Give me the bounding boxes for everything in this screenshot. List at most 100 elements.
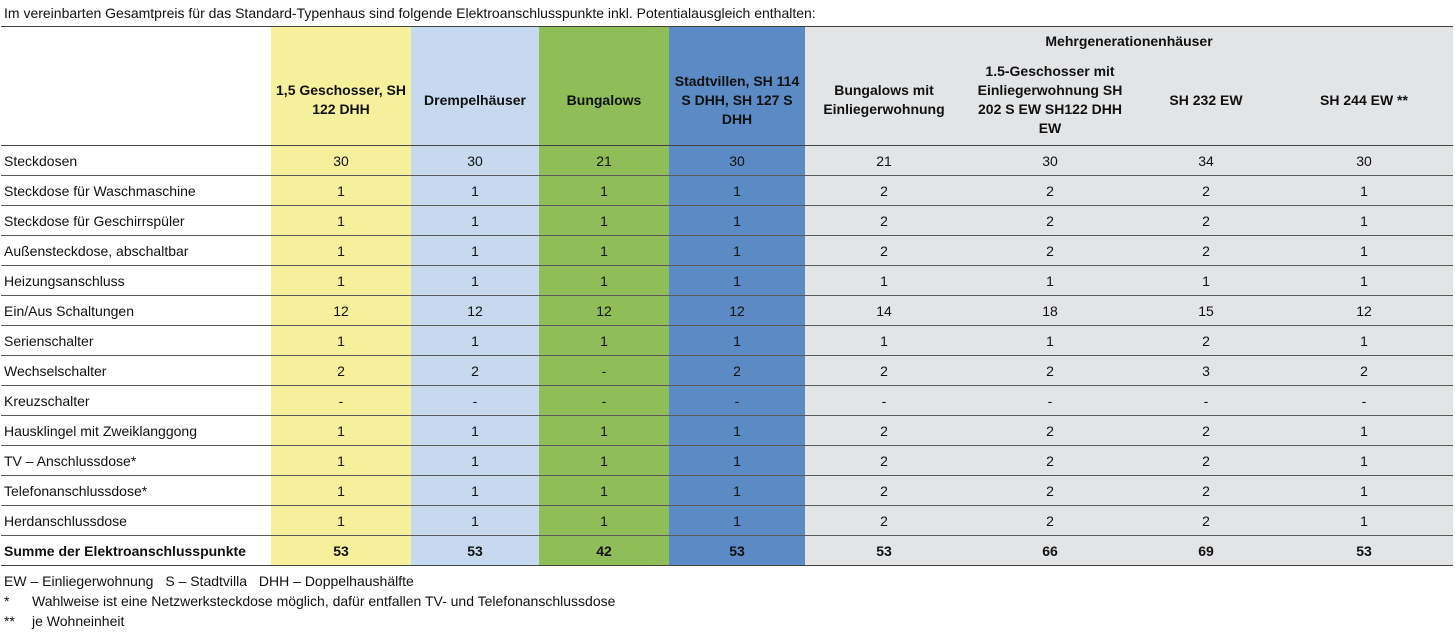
cell-value: 1 (271, 415, 411, 446)
cell-value: 1 (1275, 205, 1454, 236)
cell-value: 12 (539, 295, 669, 326)
cell-value: 1 (411, 475, 539, 506)
cell-value: 1 (963, 325, 1137, 356)
table-row: Heizungsanschluss 1 1 1 1 1 1 1 1 (1, 265, 1454, 296)
cell-value: 2 (1137, 415, 1275, 446)
cell-value: 1 (805, 265, 963, 296)
column-header: Stadtvillen, SH 114 S DHH, SH 127 S DHH (669, 55, 805, 146)
row-label: Außensteckdose, abschaltbar (1, 235, 271, 266)
cell-value: 12 (271, 295, 411, 326)
cell-value: 1 (1275, 475, 1454, 506)
table-row: TV – Anschlussdose* 1 1 1 1 2 2 2 1 (1, 445, 1454, 476)
footnote-double-text: je Wohneinheit (32, 613, 125, 629)
cell-value: - (963, 385, 1137, 416)
cell-value: 1 (539, 265, 669, 296)
row-label: Serienschalter (1, 325, 271, 356)
cell-value: - (539, 385, 669, 416)
cell-value: 1 (411, 205, 539, 236)
row-label: TV – Anschlussdose* (1, 445, 271, 476)
cell-value: 2 (271, 355, 411, 386)
cell-value: 34 (1137, 145, 1275, 176)
cell-value: 3 (1137, 355, 1275, 386)
cell-value: 1 (411, 265, 539, 296)
footnote-double-star: ** je Wohneinheit (4, 611, 615, 631)
cell-value: 1 (669, 325, 805, 356)
cell-value: 1 (669, 235, 805, 266)
footnote-star-mark: * (4, 593, 10, 609)
cell-value: 1 (411, 415, 539, 446)
cell-value: 53 (669, 535, 805, 566)
cell-value: - (1137, 385, 1275, 416)
cell-value: 2 (1137, 505, 1275, 536)
cell-value: 66 (963, 535, 1137, 566)
table-row: Kreuzschalter - - - - - - - - (1, 385, 1454, 416)
cell-value: 1 (271, 505, 411, 536)
cell-value: 2 (411, 355, 539, 386)
cell-value: 2 (963, 355, 1137, 386)
footnotes: EW – Einliegerwohnung S – Stadtvilla DHH… (4, 571, 615, 631)
cell-value: 1 (539, 475, 669, 506)
table-row: Serienschalter 1 1 1 1 1 1 2 1 (1, 325, 1454, 356)
column-header: 1,5 Geschosser, SH 122 DHH (271, 55, 411, 146)
cell-value: 1 (805, 325, 963, 356)
cell-value: 2 (963, 235, 1137, 266)
cell-value: 2 (805, 505, 963, 536)
cell-value: 30 (963, 145, 1137, 176)
cell-value: 1 (669, 475, 805, 506)
group-header-row: Mehrgenerationenhäuser (1, 26, 1454, 55)
connection-points-table: Mehrgenerationenhäuser 1,5 Geschosser, S… (1, 26, 1454, 566)
cell-value: 1 (539, 235, 669, 266)
cell-value: 53 (1275, 535, 1454, 566)
column-header: Bungalows mit Einliegerwohnung (805, 55, 963, 146)
group-header-multi-generation: Mehrgenerationenhäuser (805, 26, 1454, 55)
cell-value: 2 (805, 445, 963, 476)
cell-value: 2 (963, 505, 1137, 536)
row-label: Hausklingel mit Zweiklanggong (1, 415, 271, 446)
table-body: Steckdosen 30 30 21 30 21 30 34 30 Steckdose für … (1, 145, 1454, 566)
row-label: Herdanschlussdose (1, 505, 271, 536)
cell-value: 1 (271, 265, 411, 296)
cell-value: 21 (805, 145, 963, 176)
row-label: Wechselschalter (1, 355, 271, 386)
cell-value: 30 (411, 145, 539, 176)
footnote-double-mark: ** (4, 613, 15, 629)
cell-value: 2 (1275, 355, 1454, 386)
cell-value: 21 (539, 145, 669, 176)
cell-value: 1 (271, 475, 411, 506)
cell-value: 1 (539, 175, 669, 206)
cell-value: 1 (1275, 265, 1454, 296)
cell-value: 1 (411, 325, 539, 356)
cell-value: 2 (669, 355, 805, 386)
cell-value: 2 (805, 205, 963, 236)
table-row: Hausklingel mit Zweiklanggong 1 1 1 1 2 2 2 1 (1, 415, 1454, 446)
cell-value: 12 (411, 295, 539, 326)
cell-value: 1 (271, 205, 411, 236)
cell-value: 1 (1275, 175, 1454, 206)
cell-value: 1 (1275, 235, 1454, 266)
group-header-col-2 (411, 26, 539, 55)
cell-value: 2 (805, 355, 963, 386)
cell-value: 30 (1275, 145, 1454, 176)
cell-value: 2 (1137, 175, 1275, 206)
cell-value: 2 (963, 205, 1137, 236)
cell-value: 1 (539, 445, 669, 476)
cell-value: 1 (411, 235, 539, 266)
cell-value: 2 (805, 235, 963, 266)
cell-value: 1 (1275, 445, 1454, 476)
row-label: Steckdose für Geschirrspüler (1, 205, 271, 236)
cell-value: 1 (271, 175, 411, 206)
cell-value: 1 (669, 205, 805, 236)
table-row: Steckdosen 30 30 21 30 21 30 34 30 (1, 145, 1454, 176)
cell-value: 1 (411, 445, 539, 476)
table-row: Ein/Aus Schaltungen 12 12 12 12 14 18 15 12 (1, 295, 1454, 326)
cell-value: 2 (963, 175, 1137, 206)
cell-value: 15 (1137, 295, 1275, 326)
row-label: Ein/Aus Schaltungen (1, 295, 271, 326)
cell-value: 30 (271, 145, 411, 176)
cell-value: 1 (271, 445, 411, 476)
footnote-star-text: Wahlweise ist eine Netzwerksteckdose mög… (32, 593, 616, 609)
cell-value: 1 (669, 415, 805, 446)
legend-s: S – Stadtvilla (165, 573, 248, 589)
legend-dhh: DHH – Doppelhaushälfte (258, 573, 414, 589)
cell-value: 53 (805, 535, 963, 566)
